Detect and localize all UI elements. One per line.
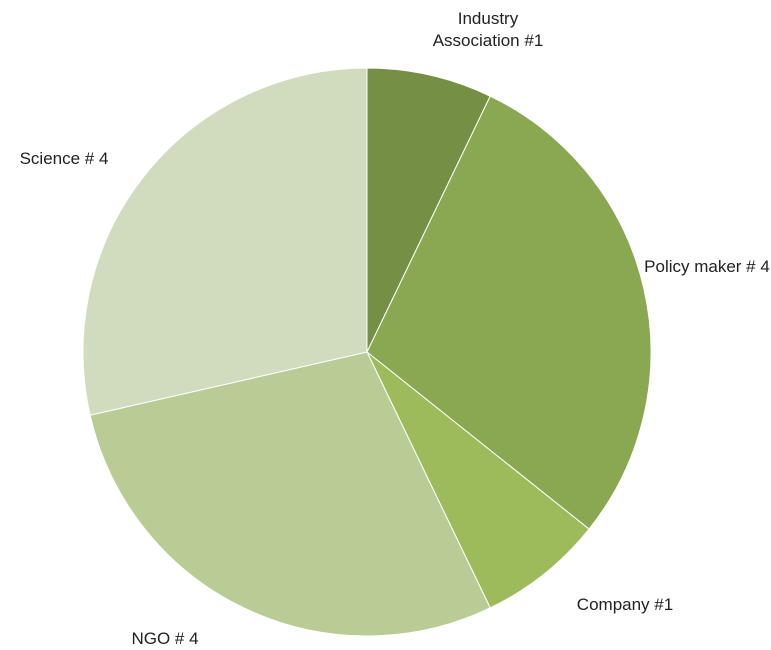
slice-label: Policy maker # 4 [644, 257, 770, 276]
slice-label: Company #1 [576, 595, 674, 614]
pie-slice [82, 67, 368, 416]
slice-label: Science # 4 [19, 149, 109, 168]
slice-label: NGO # 4 [131, 629, 199, 648]
pie-slice [366, 351, 590, 609]
pie-slice [366, 95, 652, 530]
pie-slice [366, 67, 491, 353]
pie-slice [89, 351, 491, 637]
slice-label: Industry Association #1 [432, 9, 544, 50]
